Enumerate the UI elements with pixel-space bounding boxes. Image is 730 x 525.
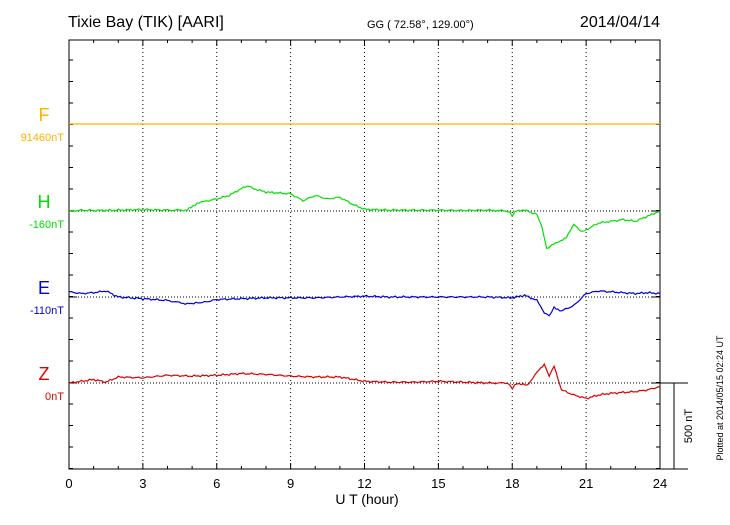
x-tick-label-3: 3 <box>139 476 146 491</box>
series-layer <box>68 123 661 400</box>
component-label-Z: Z <box>39 364 50 384</box>
scale-bar: 500 nT <box>660 382 695 470</box>
component-label-E: E <box>38 278 50 298</box>
baseline-value-Z: 0nT <box>45 391 64 403</box>
series-line-E <box>68 290 661 317</box>
baseline-value-F: 91460nT <box>21 132 65 144</box>
grid-layer <box>69 40 660 469</box>
scale-bar-label: 500 nT <box>683 409 695 444</box>
x-tick-label-15: 15 <box>431 476 445 491</box>
x-tick-label-9: 9 <box>287 476 294 491</box>
component-label-layer: F 91460nT H -160nT E -110nT Z 0nT <box>21 105 65 403</box>
series-line-Z <box>68 362 661 400</box>
x-tick-label-12: 12 <box>357 476 371 491</box>
x-tick-label-18: 18 <box>505 476 519 491</box>
plotted-timestamp: Plotted at 2014/05/15 02:24 UT <box>715 335 725 461</box>
x-tick-label-21: 21 <box>579 476 593 491</box>
tick-layer: 0 3 6 9 12 15 18 21 24 <box>65 40 667 491</box>
series-line-H <box>68 185 661 250</box>
x-tick-label-24: 24 <box>653 476 667 491</box>
baseline-value-E: -110nT <box>30 305 64 317</box>
baseline-value-H: -160nT <box>29 219 64 231</box>
component-label-F: F <box>39 105 50 125</box>
component-label-H: H <box>38 192 51 212</box>
plot-date: 2014/04/14 <box>580 14 660 31</box>
station-title: Tixie Bay (TIK) [AARI] <box>68 14 224 31</box>
x-tick-label-6: 6 <box>213 476 220 491</box>
x-tick-label-0: 0 <box>65 476 72 491</box>
x-axis-label: U T (hour) <box>335 491 398 507</box>
station-coordinates: GG ( 72.58°, 129.00°) <box>367 19 474 31</box>
